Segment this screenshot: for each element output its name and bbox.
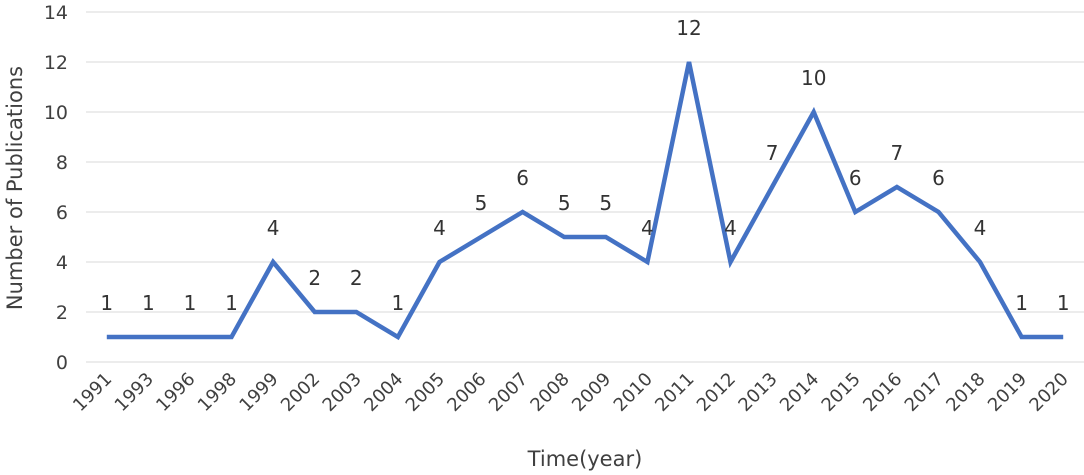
series-lines bbox=[106, 61, 1064, 341]
data-label: 1 bbox=[225, 291, 238, 315]
y-tick-label: 0 bbox=[56, 352, 68, 374]
y-axis-ticks: 0 2 4 6 8 10 12 14 bbox=[44, 2, 68, 374]
y-tick-label: 2 bbox=[56, 302, 68, 324]
y-tick-label: 6 bbox=[56, 202, 68, 224]
y-tick-label: 10 bbox=[44, 102, 68, 124]
data-label: 4 bbox=[433, 216, 446, 240]
x-tick-label: 2019 bbox=[984, 369, 1031, 416]
data-label: 2 bbox=[308, 266, 321, 290]
y-tick-label: 4 bbox=[56, 252, 68, 274]
x-tick-label: 2014 bbox=[776, 369, 823, 416]
x-tick-label: 2006 bbox=[443, 369, 490, 416]
x-tick-label: 1991 bbox=[69, 369, 116, 416]
data-label: 4 bbox=[267, 216, 280, 240]
y-axis-title: Number of Publications bbox=[3, 66, 27, 310]
x-tick-label: 2007 bbox=[485, 369, 532, 416]
x-tick-label: 2003 bbox=[319, 369, 366, 416]
data-label: 1 bbox=[1057, 291, 1070, 315]
data-label: 1 bbox=[100, 291, 113, 315]
gridlines bbox=[86, 11, 1084, 363]
x-tick-label: 2013 bbox=[734, 369, 781, 416]
x-tick-label: 2009 bbox=[568, 369, 615, 416]
x-tick-label: 2002 bbox=[277, 369, 324, 416]
x-tick-label: 2017 bbox=[901, 369, 948, 416]
x-tick-label: 1999 bbox=[235, 369, 282, 416]
data-label: 6 bbox=[932, 166, 945, 190]
data-label: 6 bbox=[849, 166, 862, 190]
data-label: 4 bbox=[724, 216, 737, 240]
y-tick-label: 14 bbox=[44, 2, 68, 24]
data-label: 10 bbox=[801, 66, 826, 90]
data-label: 4 bbox=[974, 216, 987, 240]
data-label: 12 bbox=[676, 16, 701, 40]
data-label: 5 bbox=[475, 191, 488, 215]
x-tick-label: 2011 bbox=[651, 369, 698, 416]
x-axis-ticks: 1991199319961998199920022003200420052006… bbox=[69, 369, 1073, 416]
data-label: 5 bbox=[599, 191, 612, 215]
data-label: 4 bbox=[641, 216, 654, 240]
x-tick-label: 2018 bbox=[942, 369, 989, 416]
y-tick-label: 12 bbox=[44, 52, 68, 74]
data-label: 5 bbox=[558, 191, 571, 215]
x-tick-label: 2004 bbox=[360, 369, 407, 416]
series-line bbox=[106, 61, 1064, 341]
x-tick-label: 2015 bbox=[818, 369, 865, 416]
data-labels: 1 1 1 1 4 2 2 1 4 5 6 5 5 4 12 4 7 10 6 7 6 4 1 1 bbox=[100, 16, 1069, 315]
data-label: 6 bbox=[516, 166, 529, 190]
x-tick-label: 1996 bbox=[152, 369, 199, 416]
x-tick-label: 2005 bbox=[402, 369, 449, 416]
x-tick-label: 2008 bbox=[527, 369, 574, 416]
data-label: 2 bbox=[350, 266, 363, 290]
y-tick-label: 8 bbox=[56, 152, 68, 174]
x-tick-label: 2016 bbox=[859, 369, 906, 416]
data-label: 1 bbox=[1015, 291, 1028, 315]
data-label: 1 bbox=[184, 291, 197, 315]
x-tick-label: 1998 bbox=[194, 369, 241, 416]
x-tick-label: 2010 bbox=[610, 369, 657, 416]
data-label: 1 bbox=[392, 291, 405, 315]
data-label: 7 bbox=[891, 141, 904, 165]
x-axis-title: Time(year) bbox=[527, 447, 643, 471]
data-label: 1 bbox=[142, 291, 155, 315]
x-tick-label: 1993 bbox=[111, 369, 158, 416]
data-label: 7 bbox=[766, 141, 779, 165]
x-tick-label: 2020 bbox=[1026, 369, 1073, 416]
x-tick-label: 2012 bbox=[693, 369, 740, 416]
